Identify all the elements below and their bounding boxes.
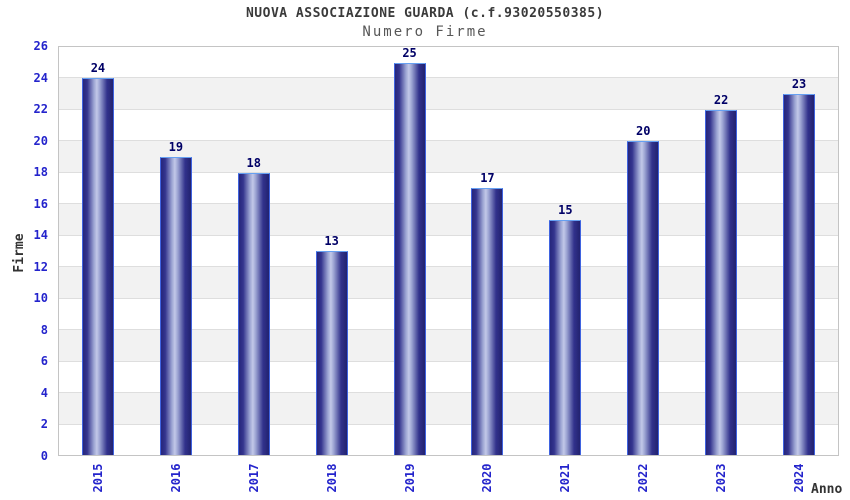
plot-area — [58, 46, 839, 456]
x-tick-label: 2017 — [246, 463, 261, 493]
bar-value-label: 22 — [713, 92, 729, 107]
bar-2021 — [549, 219, 582, 455]
bar-value-label: 24 — [90, 61, 106, 76]
bar-2016 — [159, 156, 192, 455]
bar-2024 — [783, 94, 816, 455]
y-tick-label: 4 — [40, 385, 48, 400]
y-axis-tick-labels: 0 2 4 6 8 10 12 14 16 18 20 22 24 26 — [0, 40, 52, 462]
plot-band — [59, 47, 838, 78]
y-tick-label: 22 — [33, 102, 48, 117]
bar-value-label: 15 — [558, 202, 573, 217]
bar-2018 — [315, 251, 348, 455]
x-tick-label: 2021 — [558, 463, 573, 493]
bar-value-label: 23 — [791, 77, 807, 92]
y-tick-label: 20 — [33, 133, 48, 148]
y-tick-label: 18 — [33, 165, 48, 180]
bar-2022 — [627, 141, 660, 455]
x-tick-label: 2024 — [792, 463, 807, 493]
x-tick-label: 2020 — [480, 463, 495, 493]
bar-value-label: 13 — [324, 234, 339, 248]
x-tick-label: 2018 — [324, 463, 339, 493]
chart-title: NUOVA ASSOCIAZIONE GUARDA (c.f.930205503… — [245, 6, 605, 21]
bar-2020 — [471, 188, 504, 455]
y-tick-label: 14 — [33, 228, 48, 243]
y-tick-label: 6 — [40, 354, 48, 369]
y-tick-label: 8 — [40, 322, 48, 337]
bar-2019 — [393, 62, 426, 455]
y-tick-label: 10 — [33, 291, 48, 306]
x-axis-title: Anno — [811, 482, 843, 497]
y-tick-label: 24 — [33, 70, 48, 85]
y-tick-label: 0 — [40, 449, 48, 463]
x-tick-label: 2022 — [636, 463, 651, 493]
bar-2015 — [81, 78, 114, 455]
bar-2023 — [705, 109, 738, 455]
y-tick-label: 16 — [33, 196, 48, 211]
x-tick-label: 2023 — [714, 463, 729, 493]
bar-value-label: 19 — [168, 139, 184, 154]
bar-value-label: 25 — [402, 45, 417, 60]
x-tick-label: 2016 — [168, 463, 183, 493]
bar-2017 — [237, 172, 270, 455]
x-tick-label: 2019 — [402, 463, 417, 493]
bar-value-label: 20 — [636, 124, 651, 139]
chart-subtitle: Numero Firme — [362, 24, 488, 40]
plot-band — [59, 77, 838, 109]
y-tick-label: 26 — [33, 39, 48, 53]
y-tick-label: 2 — [40, 417, 48, 432]
x-tick-label: 2015 — [90, 463, 105, 493]
bar-value-label: 18 — [246, 155, 261, 170]
y-tick-label: 12 — [33, 259, 48, 274]
bar-value-label: 17 — [480, 171, 495, 186]
